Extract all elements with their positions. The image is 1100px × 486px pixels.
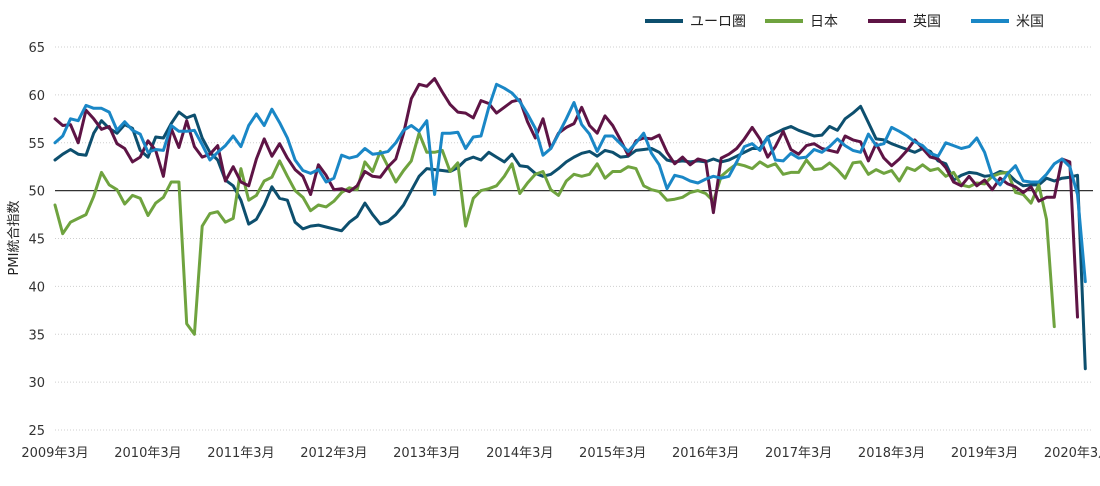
- y-tick-label: 55: [28, 137, 45, 152]
- x-tick-label: 2015年3月: [579, 446, 646, 461]
- x-tick-label: 2011年3月: [207, 446, 274, 461]
- x-tick-label: 2013年3月: [393, 446, 460, 461]
- series-line-3: [53, 82, 1087, 284]
- y-tick-label: 65: [28, 41, 45, 56]
- series-line-1: [53, 131, 1056, 336]
- x-tick-label: 2017年3月: [765, 446, 832, 461]
- legend-label: 英国: [913, 13, 941, 30]
- legend-label: ユーロ圏: [690, 14, 746, 30]
- y-tick-label: 50: [28, 185, 45, 200]
- x-tick-label: 2016年3月: [672, 446, 739, 461]
- y-axis-label: PMI統合指数: [7, 201, 22, 276]
- y-tick-label: 40: [28, 280, 45, 295]
- legend-label: 日本: [810, 14, 838, 30]
- x-tick-label: 2018年3月: [858, 446, 925, 461]
- series-lines: [53, 77, 1087, 371]
- legend: ユーロ圏 日本 英国 米国: [645, 13, 1044, 30]
- y-tick-label: 30: [28, 376, 45, 391]
- x-tick-label: 2009年3月: [21, 446, 88, 461]
- y-tick-label: 60: [28, 89, 45, 104]
- y-tick-labels: 25 30 35 40 45 50 55 60 65: [28, 41, 45, 439]
- x-tick-label: 2019年3月: [951, 446, 1018, 461]
- x-tick-label: 2012年3月: [300, 446, 367, 461]
- x-tick-label: 2014年3月: [486, 446, 553, 461]
- x-tick-label: 2010年3月: [114, 446, 181, 461]
- legend-label: 米国: [1016, 14, 1044, 30]
- x-tick-labels: 2009年3月 2010年3月 2011年3月 2012年3月 2013年3月 2014年…: [21, 446, 1100, 461]
- y-tick-label: 25: [28, 424, 45, 439]
- series-line-0: [53, 104, 1087, 371]
- y-tick-label: 35: [28, 328, 45, 343]
- x-tick-label: 2020年3月: [1044, 446, 1100, 461]
- y-tick-label: 45: [28, 233, 45, 248]
- series-line-2: [53, 77, 1079, 319]
